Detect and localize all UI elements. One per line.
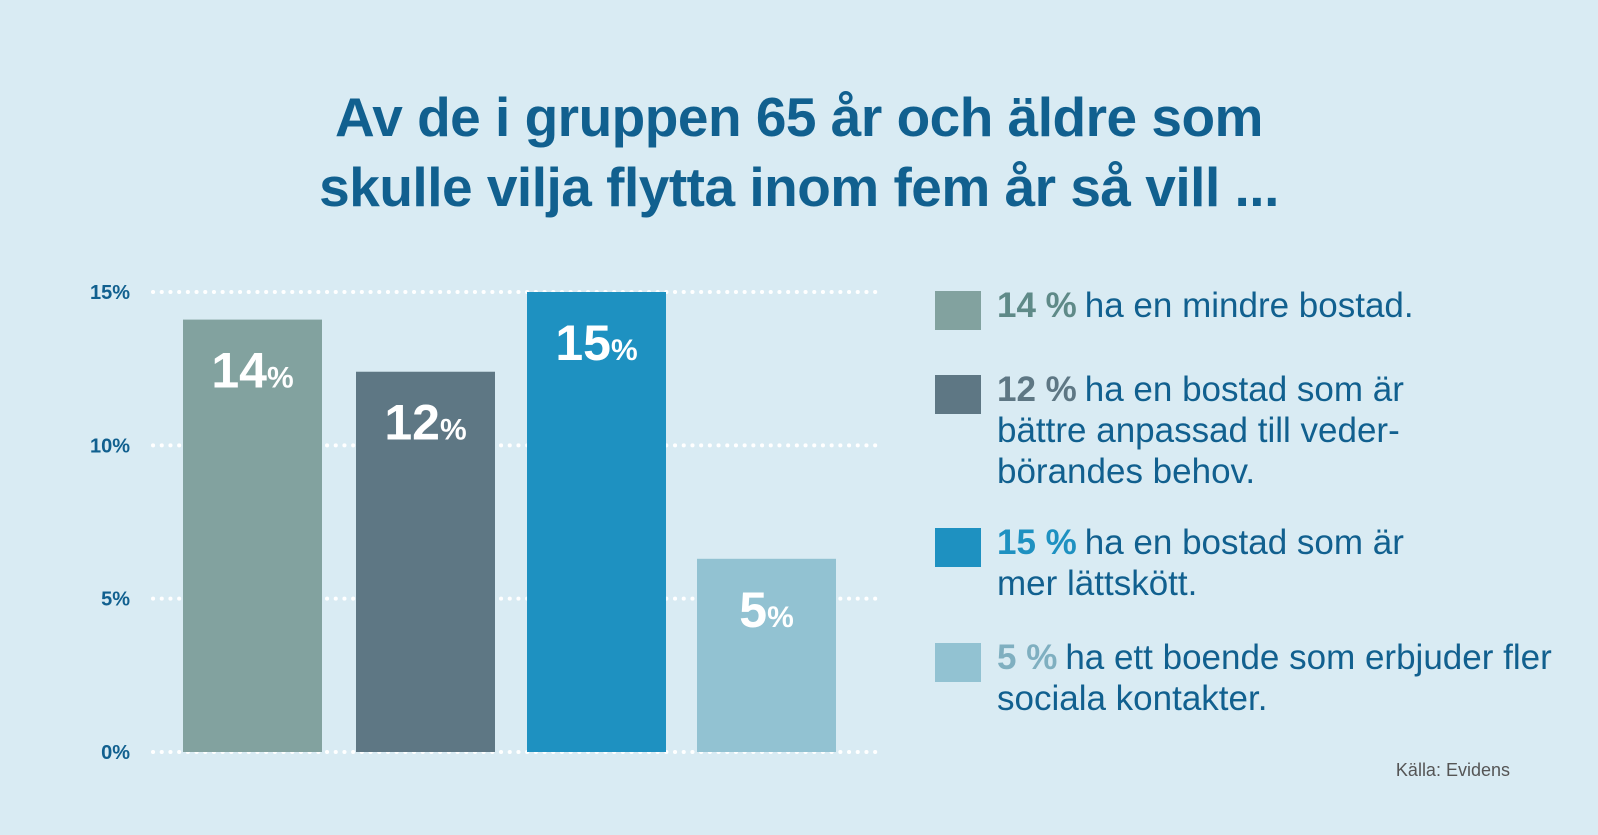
bar <box>356 371 495 752</box>
bar <box>527 292 666 752</box>
legend-swatch <box>935 528 981 567</box>
bar <box>183 319 322 752</box>
title-line-2: skulle vilja flytta inom fem år så vill … <box>319 156 1279 218</box>
y-tick-label: 0% <box>101 742 130 764</box>
legend-text: ha en bostad som är mer lättskött. <box>997 523 1404 603</box>
source-note: Källa: Evidens <box>1395 760 1510 780</box>
legend-pct: 15 % <box>997 523 1077 562</box>
legend-pct: 5 % <box>997 638 1058 677</box>
chart-title: Av de i gruppen 65 år och äldre som skul… <box>0 82 1598 222</box>
legend-pct: 12 % <box>997 370 1077 409</box>
y-tick-label: 15% <box>90 282 130 304</box>
bar-chart: 0% 5% 10% 15% 14% 12% 15% 5% <box>90 282 883 764</box>
title-line-1: Av de i gruppen 65 år och äldre som <box>335 86 1263 148</box>
legend-text: ha en bostad som är bättre anpassad till… <box>997 370 1404 491</box>
bar-data-label: 14% <box>211 343 293 399</box>
y-tick-label: 10% <box>90 435 130 457</box>
legend-text: ha en mindre bostad. <box>1084 286 1414 325</box>
bar-data-label: 5% <box>739 582 794 638</box>
legend-swatch <box>935 375 981 414</box>
legend-text: ha ett boende som erbjuder fler sociala … <box>997 638 1552 718</box>
bar <box>697 558 836 752</box>
legend-swatch <box>935 291 981 330</box>
y-tick-label: 5% <box>101 589 130 611</box>
legend-pct: 14 % <box>997 286 1077 325</box>
bar-data-label: 12% <box>384 395 466 451</box>
bar-data-label: 15% <box>555 315 637 371</box>
legend-swatch <box>935 643 981 682</box>
